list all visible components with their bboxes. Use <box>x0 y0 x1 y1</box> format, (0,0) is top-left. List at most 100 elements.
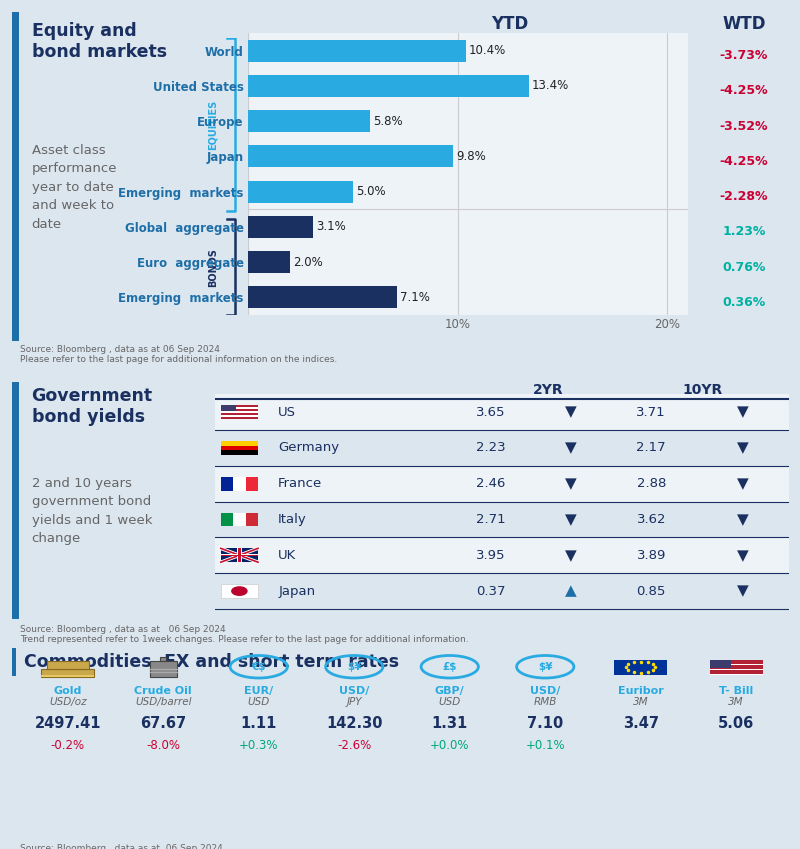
Bar <box>221 415 258 417</box>
Bar <box>233 476 246 491</box>
Text: 3.62: 3.62 <box>637 513 666 526</box>
Text: 7.1%: 7.1% <box>400 291 430 304</box>
Text: Crude Oil: Crude Oil <box>134 686 192 696</box>
Text: USD/: USD/ <box>530 686 561 696</box>
Text: ▼: ▼ <box>565 512 577 527</box>
Text: ▼: ▼ <box>738 476 749 492</box>
Bar <box>710 669 763 670</box>
Text: EQUITIES: EQUITIES <box>208 99 218 149</box>
Bar <box>221 446 258 450</box>
Text: Japan: Japan <box>278 585 315 598</box>
Text: 13.4%: 13.4% <box>532 79 569 93</box>
Text: 3.1%: 3.1% <box>316 221 346 233</box>
Text: Source: Bloomberg , data as at   06 Sep 2024
Trend represented refer to 1week ch: Source: Bloomberg , data as at 06 Sep 20… <box>20 625 468 644</box>
Text: 5.06: 5.06 <box>718 716 754 730</box>
Text: 3.71: 3.71 <box>637 406 666 419</box>
Bar <box>215 394 789 430</box>
Text: ▼: ▼ <box>565 548 577 563</box>
Text: 2.23: 2.23 <box>476 441 506 454</box>
Text: USD/barrel: USD/barrel <box>135 697 191 707</box>
Bar <box>238 548 241 562</box>
Text: +0.0%: +0.0% <box>430 739 470 752</box>
Text: 1.31: 1.31 <box>432 716 468 730</box>
Bar <box>710 660 763 675</box>
Text: EUR/: EUR/ <box>244 686 274 696</box>
Text: Gold: Gold <box>54 686 82 696</box>
Text: ▼: ▼ <box>738 512 749 527</box>
Text: JPY: JPY <box>346 697 362 707</box>
Text: €$: €$ <box>251 661 266 672</box>
Bar <box>248 145 454 167</box>
Text: 2.17: 2.17 <box>637 441 666 454</box>
Text: ▼: ▼ <box>565 476 577 492</box>
Text: +0.3%: +0.3% <box>239 739 278 752</box>
Text: ▼: ▼ <box>738 441 749 455</box>
Text: -4.25%: -4.25% <box>720 155 768 168</box>
Text: USD: USD <box>438 697 461 707</box>
Text: 10YR: 10YR <box>682 383 723 396</box>
Bar <box>221 407 258 409</box>
Text: -8.0%: -8.0% <box>146 739 180 752</box>
Bar <box>221 584 258 598</box>
Bar <box>221 548 258 562</box>
Text: -3.73%: -3.73% <box>720 49 768 62</box>
Text: 3.95: 3.95 <box>476 548 506 562</box>
Text: 3.47: 3.47 <box>622 716 658 730</box>
Text: 0.37: 0.37 <box>476 585 506 598</box>
Text: Source: Bloomberg , data as at  06 Sep 2024
Trend represented refer to 1week cha: Source: Bloomberg , data as at 06 Sep 20… <box>20 844 468 849</box>
Bar <box>246 476 258 491</box>
Text: -3.52%: -3.52% <box>720 120 768 132</box>
Bar <box>12 12 19 341</box>
Text: 9.8%: 9.8% <box>457 150 486 163</box>
Bar <box>246 513 258 526</box>
Text: Commodities, FX and short term rates: Commodities, FX and short term rates <box>24 653 398 671</box>
Bar <box>160 656 166 661</box>
Text: WTD: WTD <box>722 15 766 33</box>
Bar <box>46 661 89 669</box>
Text: ▼: ▼ <box>565 441 577 455</box>
Bar <box>614 660 667 675</box>
Text: YTD: YTD <box>491 15 529 33</box>
Text: -4.25%: -4.25% <box>720 84 768 98</box>
Text: T- Bill: T- Bill <box>719 686 754 696</box>
Text: USD/: USD/ <box>339 686 370 696</box>
Text: 2.88: 2.88 <box>637 477 666 490</box>
Bar <box>215 466 789 502</box>
Text: 5.8%: 5.8% <box>373 115 402 127</box>
Text: 3M: 3M <box>729 697 744 707</box>
Text: Government
bond yields: Government bond yields <box>31 387 153 426</box>
Bar <box>710 660 730 668</box>
Text: France: France <box>278 477 322 490</box>
Text: 0.85: 0.85 <box>637 585 666 598</box>
Bar <box>221 411 258 413</box>
Text: 2.0%: 2.0% <box>293 256 322 268</box>
Text: USD: USD <box>248 697 270 707</box>
Text: ▼: ▼ <box>738 548 749 563</box>
Text: Euribor: Euribor <box>618 686 664 696</box>
Text: 2497.41: 2497.41 <box>34 716 101 730</box>
Text: ▼: ▼ <box>738 404 749 419</box>
Text: UK: UK <box>278 548 296 562</box>
Bar <box>12 648 16 677</box>
Text: BONDS: BONDS <box>208 248 218 287</box>
Text: -2.6%: -2.6% <box>337 739 371 752</box>
Bar <box>233 513 246 526</box>
Text: 5.0%: 5.0% <box>356 185 386 198</box>
Bar <box>710 664 763 665</box>
Text: 2.46: 2.46 <box>476 477 506 490</box>
Text: ▼: ▼ <box>738 583 749 599</box>
Text: 142.30: 142.30 <box>326 716 382 730</box>
Text: 0.76%: 0.76% <box>722 261 766 273</box>
Bar <box>41 669 94 677</box>
Text: 2.71: 2.71 <box>476 513 506 526</box>
Text: 1.11: 1.11 <box>241 716 277 730</box>
Text: 7.10: 7.10 <box>527 716 563 730</box>
Bar <box>215 537 789 573</box>
Text: RMB: RMB <box>534 697 557 707</box>
Text: ▲: ▲ <box>565 583 577 599</box>
Text: Asset class
performance
year to date
and week to
date: Asset class performance year to date and… <box>31 143 117 231</box>
Text: $¥: $¥ <box>347 661 362 672</box>
Bar <box>221 405 258 419</box>
Text: Germany: Germany <box>278 441 339 454</box>
Bar <box>248 110 370 132</box>
